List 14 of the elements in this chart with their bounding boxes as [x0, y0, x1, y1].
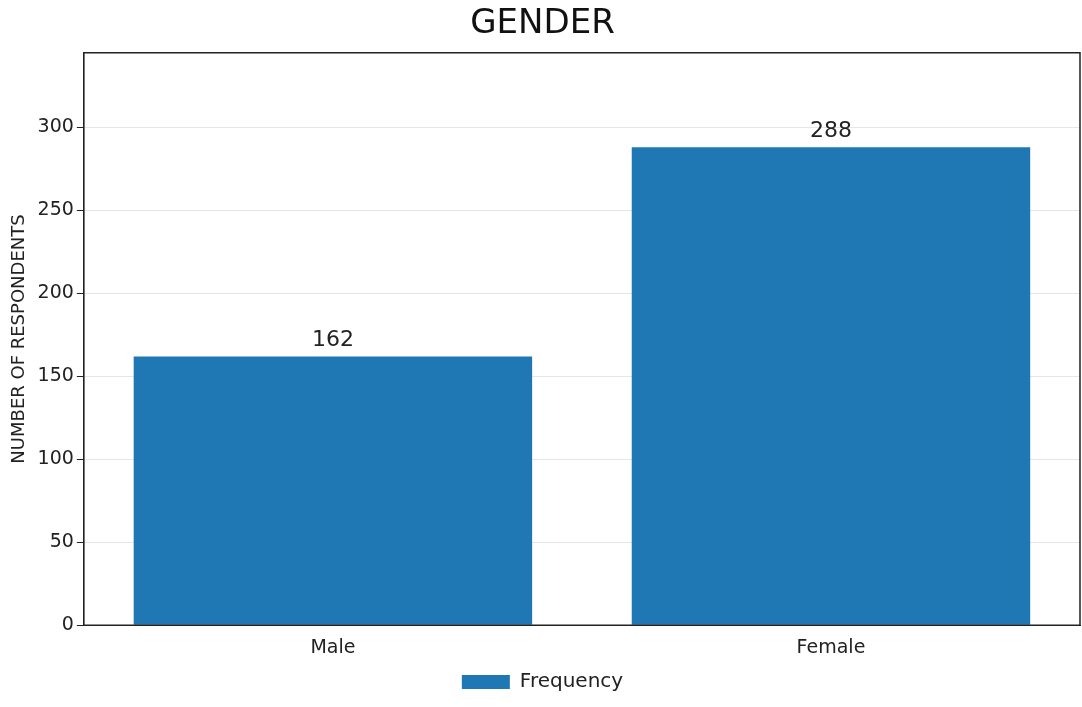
chart-title: GENDER	[470, 1, 615, 42]
y-tick-label: 200	[37, 280, 74, 303]
y-tick-label: 50	[49, 529, 74, 552]
legend-label: Frequency	[519, 668, 624, 693]
y-tick-label: 100	[37, 446, 74, 469]
y-tick-label: 150	[37, 363, 74, 386]
x-tick-label: Male	[310, 634, 356, 657]
y-tick-label: 250	[37, 197, 74, 220]
data-label: 162	[311, 326, 354, 352]
y-axis-title: NUMBER OF RESPONDENTS	[7, 214, 29, 464]
x-tick-label: Female	[796, 634, 866, 657]
data-label: 288	[809, 117, 852, 143]
y-tick-label: 300	[37, 114, 74, 137]
y-tick-label: 0	[61, 612, 74, 635]
